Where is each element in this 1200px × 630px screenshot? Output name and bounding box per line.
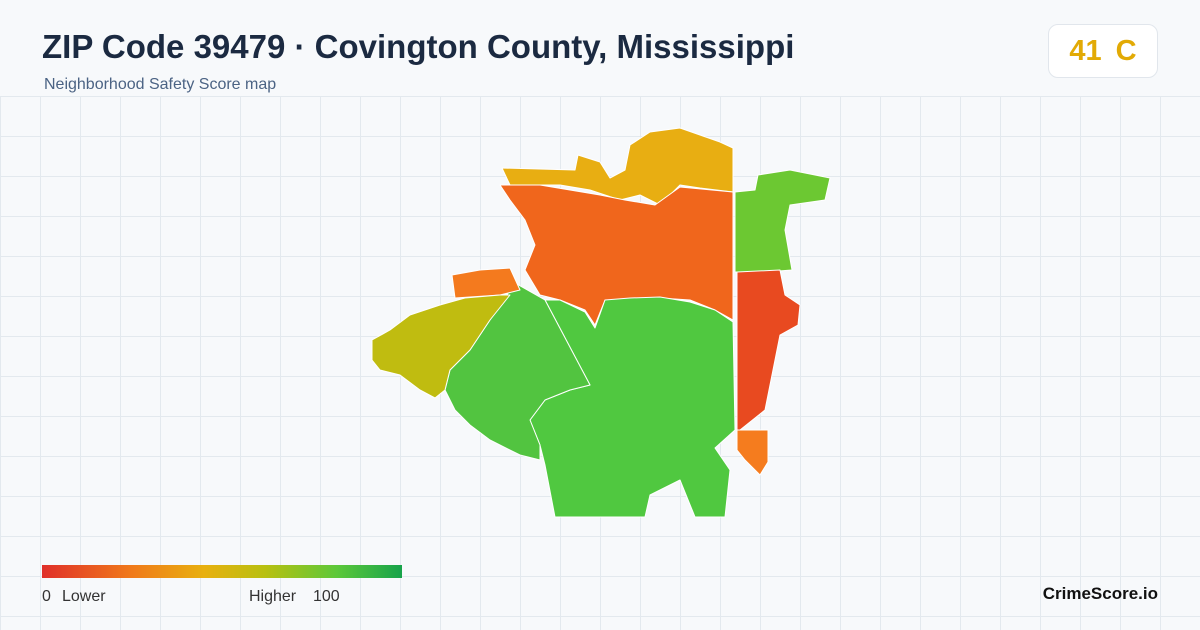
legend-min: 0 (42, 588, 51, 605)
legend-max: 100 (313, 588, 340, 605)
legend-max-label: Higher (249, 588, 297, 605)
subtitle: Neighborhood Safety Score map (44, 76, 277, 93)
region (371, 294, 511, 399)
brand: CrimeScore.io (1042, 584, 1158, 603)
region (736, 429, 769, 476)
legend-min-label: Lower (62, 588, 106, 605)
score-grade: C (1115, 34, 1137, 67)
score-badge: 41 C (1048, 24, 1158, 78)
legend-gradient (42, 565, 402, 578)
region (501, 127, 734, 206)
region (734, 169, 831, 273)
region (736, 269, 801, 431)
title: ZIP Code 39479 · Covington County, Missi… (42, 28, 795, 65)
region (451, 267, 521, 299)
score-value: 41 (1069, 34, 1102, 67)
